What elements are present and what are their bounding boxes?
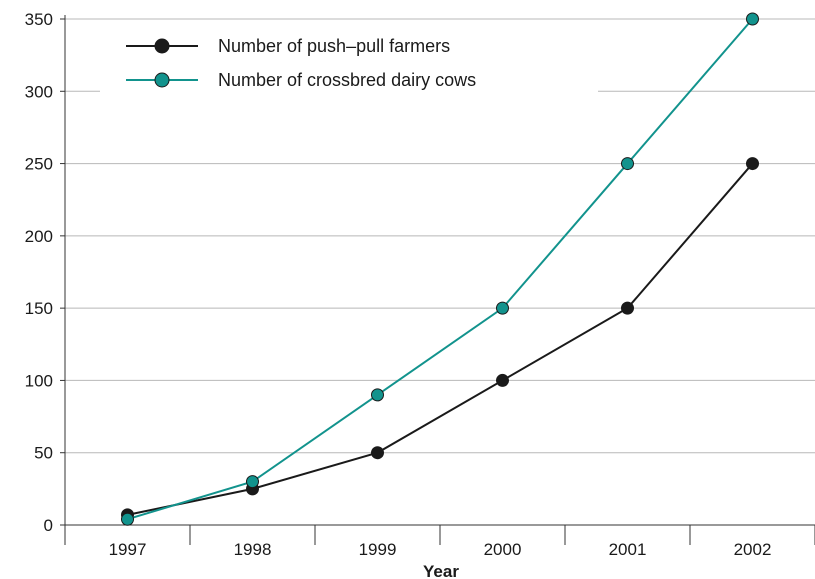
data-point [246, 475, 259, 489]
data-point [746, 157, 759, 171]
legend-swatch-marker [154, 72, 170, 88]
data-point [621, 157, 634, 171]
y-tick-label: 150 [25, 299, 53, 318]
y-tick-label: 50 [34, 444, 53, 463]
series-1 [121, 12, 759, 526]
data-point [746, 12, 759, 26]
legend-background [100, 24, 598, 100]
x-tick-label: 1999 [359, 540, 397, 559]
y-tick-label: 200 [25, 227, 53, 246]
axes: 0 50 100 150 200 250 300 350 1997 1998 1999 2000 200… [25, 10, 815, 559]
x-tick-label: 1998 [234, 540, 272, 559]
legend-box [100, 24, 598, 100]
x-axis-title: Year [423, 562, 459, 579]
legend: Number of push–pull farmers Number of cr… [126, 36, 476, 90]
y-tick-label: 350 [25, 10, 53, 29]
series-line [127, 162, 754, 516]
series-line [127, 18, 754, 521]
y-tick-label: 300 [25, 82, 53, 101]
legend-item-push-pull-farmers: Number of push–pull farmers [126, 36, 450, 56]
x-tick-label: 2000 [484, 540, 522, 559]
data-point [121, 512, 134, 526]
y-tick-label: 0 [44, 516, 53, 535]
legend-swatch-marker [154, 38, 170, 54]
legend-label: Number of crossbred dairy cows [218, 70, 476, 90]
y-tick-label: 100 [25, 371, 53, 390]
data-point [371, 388, 384, 402]
x-tick-label: 2001 [609, 540, 647, 559]
data-point [496, 373, 509, 387]
x-tick-label: 2002 [734, 540, 772, 559]
series [121, 12, 759, 526]
y-tick-label: 250 [25, 155, 53, 174]
x-tick-label: 1997 [109, 540, 147, 559]
series-0 [121, 157, 759, 522]
data-point [371, 446, 384, 460]
legend-label: Number of push–pull farmers [218, 36, 450, 56]
data-point [621, 301, 634, 315]
legend-item-crossbred-dairy-cows: Number of crossbred dairy cows [126, 70, 476, 90]
data-point [496, 301, 509, 315]
